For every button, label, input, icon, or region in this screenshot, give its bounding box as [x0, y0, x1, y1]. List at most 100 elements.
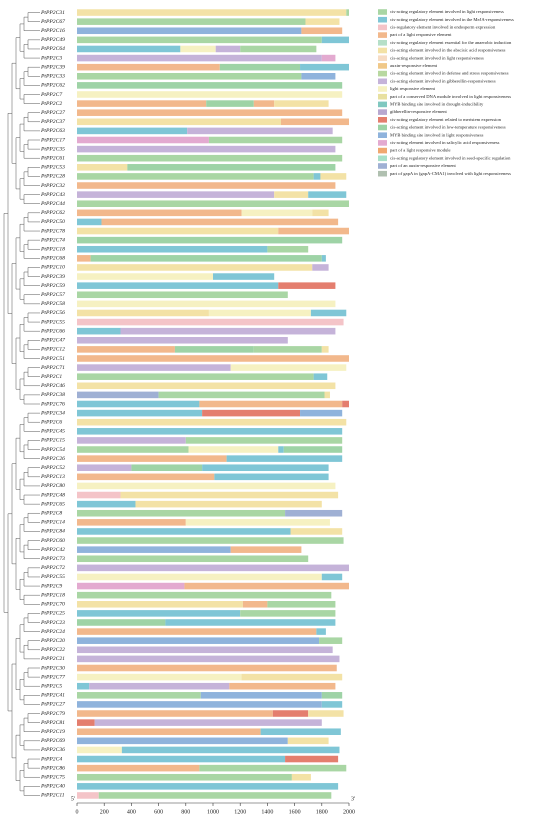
element-segment: [242, 600, 268, 608]
gene-label: PtPP2C5: [40, 683, 62, 689]
element-segment: [199, 764, 347, 772]
element-segment: [77, 619, 166, 626]
gene-label: PtPP2C61: [40, 155, 65, 161]
element-segment: [77, 792, 99, 799]
gene-label: PtPP2C72: [40, 565, 65, 571]
element-segment: [77, 236, 343, 244]
element-segment: [77, 36, 322, 44]
legend-swatch: [378, 86, 387, 92]
element-segment: [208, 309, 311, 317]
element-segment: [77, 509, 286, 517]
element-segment: [313, 173, 321, 180]
element-segment: [199, 400, 343, 408]
gene-label: PtPP2C1: [40, 374, 62, 380]
x-tick-label: 200: [100, 809, 109, 815]
gene-label: PtPP2C39: [40, 64, 65, 70]
gene-label: PtPP2C18: [40, 247, 65, 253]
element-segment: [77, 446, 189, 453]
gene-label: PtPP2C3: [40, 55, 62, 61]
legend-swatch: [378, 78, 387, 85]
element-segment: [202, 464, 329, 472]
gene-label: PtPP2C77: [40, 674, 65, 680]
gene-label: PtPP2C51: [40, 356, 65, 362]
legend-swatch: [378, 147, 387, 154]
gene-label: PtPP2C40: [40, 784, 65, 790]
element-segment: [77, 764, 200, 772]
gene-label: PtPP2C30: [40, 665, 65, 671]
element-segment: [90, 255, 322, 262]
element-segment: [77, 327, 121, 335]
element-segment: [101, 218, 339, 226]
element-segment: [77, 291, 288, 299]
legend-label: gibberellin-responsive element: [390, 109, 447, 114]
element-segment: [321, 54, 336, 62]
element-segment: [77, 555, 309, 563]
element-segment: [308, 191, 347, 198]
legend-swatch: [378, 155, 387, 162]
x-tick-label: 1600: [289, 809, 301, 815]
element-segment: [208, 136, 343, 144]
element-segment: [240, 610, 336, 617]
gene-label: PtPP2C34: [40, 410, 65, 416]
gene-label: PtPP2C13: [40, 474, 65, 480]
element-segment: [241, 209, 313, 217]
x-tick-label: 800: [181, 809, 190, 815]
element-segment: [77, 682, 90, 690]
gene-label: PtPP2C9: [40, 583, 62, 589]
element-segment: [285, 755, 339, 763]
legend-swatch: [378, 24, 387, 31]
legend-swatch: [378, 9, 387, 15]
gene-label: PtPP2C45: [40, 429, 65, 435]
element-segment: [77, 391, 159, 399]
element-segment: [321, 692, 343, 699]
element-segment: [77, 646, 333, 654]
element-segment: [308, 710, 344, 717]
element-segment: [77, 628, 317, 635]
element-segment: [77, 154, 343, 162]
legend-label: light responsive element: [390, 86, 436, 91]
element-segment: [301, 27, 343, 35]
axis-end-label: 5': [71, 796, 75, 802]
element-segment: [77, 564, 349, 572]
element-segment: [241, 673, 343, 681]
legend-swatch: [378, 93, 387, 100]
element-segment: [77, 45, 181, 53]
element-segment: [121, 746, 340, 754]
legend-swatch: [378, 163, 387, 169]
element-segment: [310, 309, 347, 317]
element-segment: [77, 82, 343, 89]
element-segment: [180, 45, 216, 53]
element-segment: [253, 346, 322, 353]
element-segment: [77, 255, 91, 262]
element-segment: [267, 600, 336, 608]
legend-swatch: [378, 124, 387, 131]
element-segment: [77, 519, 186, 526]
legend-swatch: [378, 101, 387, 108]
element-segment: [77, 245, 268, 253]
element-segment: [77, 200, 349, 208]
element-segment: [229, 682, 336, 690]
element-segment: [240, 45, 317, 53]
element-segment: [321, 346, 329, 353]
legend-swatch: [378, 140, 387, 146]
element-segment: [120, 491, 339, 499]
element-segment: [77, 582, 185, 590]
gene-label: PtPP2C62: [40, 83, 65, 89]
element-segment: [77, 191, 275, 198]
gene-label: PtPP2C62: [40, 210, 65, 216]
legend-label: MYB binding site involved in drought-ind…: [390, 101, 484, 106]
element-segment: [77, 136, 209, 144]
legend-swatch: [378, 132, 387, 138]
element-segment: [77, 27, 302, 35]
element-segment: [321, 255, 326, 262]
element-segment: [77, 573, 322, 581]
gene-label: PtPP2C37: [40, 119, 65, 125]
element-segment: [77, 719, 95, 726]
gene-label: PtPP2C33: [40, 74, 65, 80]
element-segment: [77, 209, 242, 217]
element-segment: [158, 391, 325, 399]
element-segment: [267, 245, 309, 253]
legend-label: part of a light responsive element: [390, 32, 452, 37]
element-segment: [185, 437, 343, 444]
element-segment: [77, 173, 314, 180]
